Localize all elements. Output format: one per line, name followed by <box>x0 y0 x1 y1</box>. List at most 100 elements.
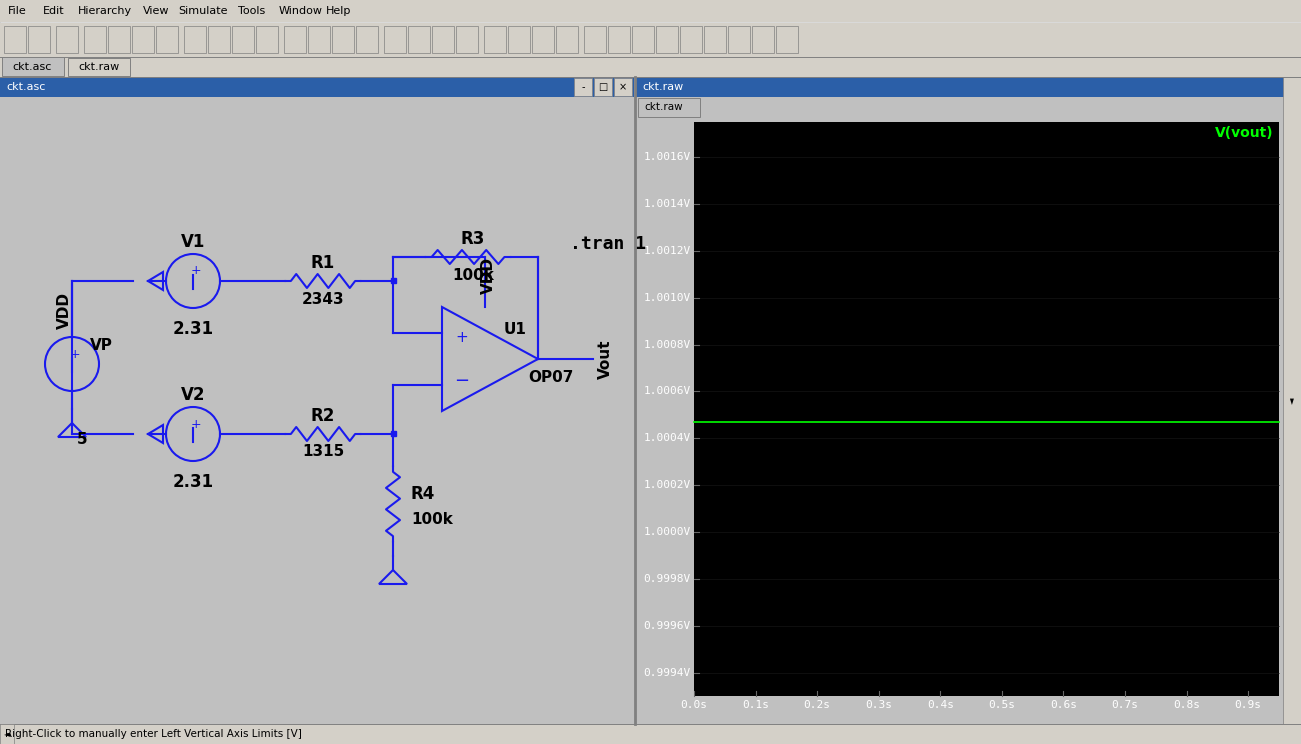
Text: 0.5s: 0.5s <box>989 700 1015 710</box>
Text: File: File <box>8 6 27 16</box>
Text: Help: Help <box>327 6 351 16</box>
Text: VP: VP <box>90 339 113 353</box>
Bar <box>392 431 396 436</box>
Bar <box>693 122 1279 696</box>
Bar <box>332 26 354 53</box>
Bar <box>680 26 703 53</box>
Text: 100k: 100k <box>411 512 453 527</box>
Bar <box>614 78 632 96</box>
Bar <box>0 77 634 724</box>
Text: +: + <box>70 347 81 361</box>
Bar <box>636 77 1301 724</box>
Text: 2.31: 2.31 <box>173 473 213 491</box>
Text: Tools: Tools <box>238 6 265 16</box>
Text: ckt.raw: ckt.raw <box>641 82 683 92</box>
Text: V(vout): V(vout) <box>1215 126 1274 140</box>
Text: VDD: VDD <box>56 292 72 329</box>
Text: ckt.raw: ckt.raw <box>644 102 683 112</box>
Text: U1: U1 <box>503 321 527 336</box>
Text: ckt.raw: ckt.raw <box>78 62 120 72</box>
Text: VDD: VDD <box>480 257 496 294</box>
Text: 0.9s: 0.9s <box>1235 700 1262 710</box>
Bar <box>0 724 14 744</box>
Text: 1.0010V: 1.0010V <box>644 292 691 303</box>
Text: Simulate: Simulate <box>178 6 228 16</box>
Text: 0.9994V: 0.9994V <box>644 667 691 678</box>
Bar <box>1283 77 1301 724</box>
Bar <box>729 26 749 53</box>
Bar <box>0 57 1301 77</box>
Bar <box>208 26 230 53</box>
Bar <box>595 78 611 96</box>
Text: Window: Window <box>278 6 323 16</box>
Bar <box>85 26 105 53</box>
Text: 1.0016V: 1.0016V <box>644 152 691 162</box>
Text: V2: V2 <box>181 386 206 404</box>
Text: 1.0002V: 1.0002V <box>644 480 691 490</box>
Bar <box>308 26 330 53</box>
Text: R3: R3 <box>461 230 485 248</box>
Bar <box>775 26 798 53</box>
Text: Edit: Edit <box>43 6 65 16</box>
Text: 0.9996V: 0.9996V <box>644 620 691 631</box>
Text: R2: R2 <box>311 407 336 425</box>
Bar <box>484 26 506 53</box>
Text: V1: V1 <box>181 233 206 251</box>
Text: 0.8s: 0.8s <box>1174 700 1200 710</box>
Text: 1.0006V: 1.0006V <box>644 386 691 397</box>
Text: −: − <box>454 372 470 390</box>
Text: □: □ <box>598 82 608 92</box>
Text: Hierarchy: Hierarchy <box>78 6 131 16</box>
Text: 2343: 2343 <box>302 292 345 307</box>
Bar <box>507 26 530 53</box>
Text: View: View <box>143 6 170 16</box>
Bar <box>131 26 154 53</box>
Text: 0.0s: 0.0s <box>680 700 708 710</box>
Text: 0.1s: 0.1s <box>742 700 769 710</box>
Bar <box>392 278 396 283</box>
Bar <box>0 22 1301 57</box>
Text: ◄: ◄ <box>1288 397 1297 404</box>
Bar <box>636 77 1301 97</box>
Bar <box>656 26 678 53</box>
Bar <box>0 0 1301 22</box>
Text: 1.0008V: 1.0008V <box>644 339 691 350</box>
Bar <box>384 26 406 53</box>
Text: 5: 5 <box>77 432 87 446</box>
Bar <box>556 26 578 53</box>
Bar <box>183 26 206 53</box>
Bar <box>584 26 606 53</box>
Bar <box>0 77 634 97</box>
Text: Vout: Vout <box>598 339 613 379</box>
Bar <box>56 26 78 53</box>
Text: 0.2s: 0.2s <box>804 700 830 710</box>
Text: R4: R4 <box>411 485 436 503</box>
Bar <box>256 26 278 53</box>
Text: +: + <box>191 265 202 278</box>
Text: 1.0014V: 1.0014V <box>644 199 691 209</box>
Text: 0.4s: 0.4s <box>926 700 954 710</box>
Text: ◄: ◄ <box>4 730 10 739</box>
Bar <box>108 26 130 53</box>
Bar <box>574 78 592 96</box>
Text: 1.0012V: 1.0012V <box>644 246 691 256</box>
Text: 1.0004V: 1.0004V <box>644 433 691 443</box>
Bar <box>409 26 431 53</box>
Text: +: + <box>191 417 202 431</box>
Text: ×: × <box>619 82 627 92</box>
Bar <box>68 58 130 76</box>
Bar <box>432 26 454 53</box>
Text: 1315: 1315 <box>302 444 345 460</box>
Bar <box>3 57 64 76</box>
Text: ckt.asc: ckt.asc <box>7 82 46 92</box>
Bar <box>532 26 554 53</box>
Text: OP07: OP07 <box>528 370 574 385</box>
Bar <box>29 26 49 53</box>
Text: ckt.asc: ckt.asc <box>12 62 51 72</box>
Text: -: - <box>582 82 584 92</box>
Bar <box>232 26 254 53</box>
Bar <box>0 724 1301 744</box>
Bar <box>752 26 774 53</box>
Bar <box>608 26 630 53</box>
Bar <box>284 26 306 53</box>
